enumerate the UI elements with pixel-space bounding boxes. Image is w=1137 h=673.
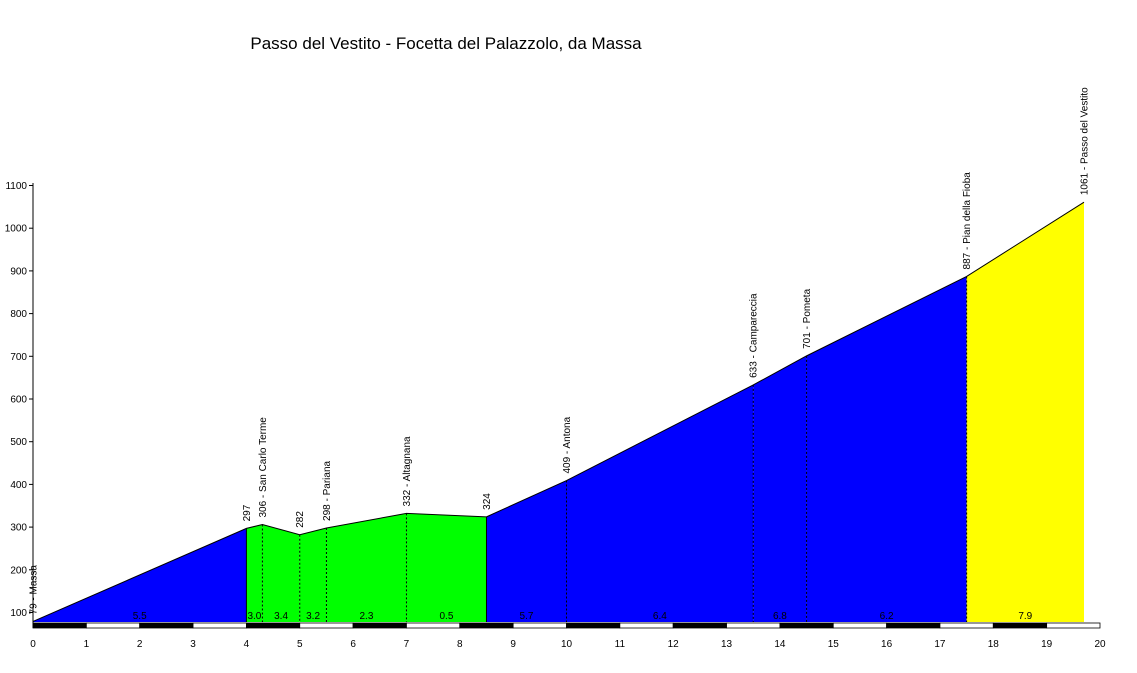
km-bar-block bbox=[832, 622, 887, 629]
x-tick-label: 0 bbox=[30, 639, 36, 650]
segment-fill bbox=[806, 276, 967, 622]
waypoint-label: 409 - Antona bbox=[562, 416, 573, 473]
km-bar-block bbox=[672, 622, 727, 629]
km-bar-block bbox=[566, 622, 621, 629]
x-tick-label: 9 bbox=[510, 639, 516, 650]
y-tick-label: 500 bbox=[10, 437, 27, 448]
x-tick-label: 4 bbox=[244, 639, 250, 650]
segment-fill bbox=[753, 355, 807, 622]
y-tick-label: 700 bbox=[10, 352, 27, 363]
km-bar-block bbox=[406, 622, 461, 629]
y-tick-label: 1100 bbox=[5, 181, 27, 192]
x-tick-label: 13 bbox=[721, 639, 733, 650]
waypoint-label: 297 bbox=[242, 504, 253, 521]
segment-gradient-label: 3.2 bbox=[306, 611, 320, 622]
km-bar-block bbox=[459, 622, 514, 629]
segment-fill bbox=[262, 524, 300, 622]
y-tick-label: 100 bbox=[10, 608, 27, 619]
x-tick-label: 16 bbox=[881, 639, 893, 650]
waypoint-label: 306 - San Carlo Terme bbox=[258, 417, 269, 518]
segment-gradient-label: 6.4 bbox=[653, 611, 667, 622]
y-tick-label: 900 bbox=[10, 266, 27, 277]
y-tick-label: 600 bbox=[10, 395, 27, 406]
segment-gradient-label: 3.0 bbox=[247, 611, 261, 622]
segment-gradient-label: 5.7 bbox=[520, 611, 534, 622]
waypoint-label: 633 - Campareccia bbox=[749, 293, 760, 378]
x-tick-label: 3 bbox=[190, 639, 196, 650]
x-tick-label: 18 bbox=[988, 639, 1000, 650]
x-tick-label: 17 bbox=[934, 639, 946, 650]
waypoint-label: 1061 - Passo del Vestito bbox=[1079, 87, 1090, 195]
x-tick-label: 14 bbox=[774, 639, 786, 650]
km-bar-block bbox=[139, 622, 194, 629]
y-tick-label: 400 bbox=[10, 480, 27, 491]
segment-fill bbox=[299, 527, 327, 622]
y-tick-label: 300 bbox=[10, 523, 27, 534]
km-bar-block bbox=[992, 622, 1048, 629]
km-bar-block bbox=[619, 622, 674, 629]
x-tick-label: 11 bbox=[615, 639, 626, 650]
km-bar-block bbox=[32, 622, 87, 629]
segment-gradient-label: 3.4 bbox=[274, 611, 288, 622]
x-tick-label: 8 bbox=[457, 639, 463, 650]
segment-gradient-label: 2.3 bbox=[359, 611, 373, 622]
x-tick-label: 6 bbox=[350, 639, 356, 650]
x-tick-label: 20 bbox=[1094, 639, 1106, 650]
profile-line bbox=[32, 201, 1085, 622]
km-bar-block bbox=[245, 622, 301, 629]
segment-gradient-label: 5.5 bbox=[133, 611, 147, 622]
x-tick-label: 5 bbox=[297, 639, 303, 650]
x-tick-label: 12 bbox=[668, 639, 680, 650]
km-bar-block bbox=[779, 622, 834, 629]
x-tick-label: 19 bbox=[1041, 639, 1053, 650]
x-tick-label: 10 bbox=[561, 639, 573, 650]
x-tick-label: 2 bbox=[137, 639, 143, 650]
y-tick-label: 200 bbox=[10, 565, 27, 576]
km-bar-block bbox=[192, 622, 247, 629]
km-bar-block bbox=[299, 622, 354, 629]
km-bar-block bbox=[352, 622, 407, 629]
y-tick-label: 800 bbox=[10, 309, 27, 320]
waypoint-label: 79 - Massa bbox=[29, 565, 40, 615]
segment-fill bbox=[566, 384, 754, 622]
waypoint-label: 324 bbox=[482, 493, 493, 510]
waypoint-label: 887 - Pian della Fioba bbox=[962, 172, 973, 270]
segment-fill bbox=[486, 480, 567, 622]
segment-fill bbox=[406, 513, 487, 622]
km-bar-block bbox=[85, 622, 141, 629]
segment-gradient-label: 7.9 bbox=[1018, 611, 1032, 622]
x-tick-label: 7 bbox=[404, 639, 410, 650]
waypoint-label: 332 - Altagnana bbox=[402, 436, 413, 506]
segment-gradient-label: 0.5 bbox=[440, 611, 454, 622]
km-bar-block bbox=[726, 622, 781, 629]
chart-title: Passo del Vestito - Focetta del Palazzol… bbox=[250, 34, 642, 53]
waypoint-label: 701 - Pometa bbox=[802, 288, 813, 348]
x-tick-label: 15 bbox=[828, 639, 840, 650]
km-bar-block bbox=[1046, 622, 1101, 629]
segment-fill bbox=[326, 513, 407, 622]
y-tick-label: 1000 bbox=[5, 224, 28, 235]
segment-fill bbox=[246, 524, 263, 622]
km-bar-block bbox=[512, 622, 567, 629]
x-tick-label: 1 bbox=[84, 639, 90, 650]
waypoint-label: 298 - Pariana bbox=[322, 460, 333, 520]
waypoint-label: 282 bbox=[295, 511, 306, 528]
segment-fill bbox=[966, 202, 1084, 622]
km-bar-block bbox=[886, 622, 941, 629]
km-bar-block bbox=[939, 622, 994, 629]
segment-gradient-label: 6.2 bbox=[880, 611, 894, 622]
segment-gradient-label: 6.8 bbox=[773, 611, 787, 622]
